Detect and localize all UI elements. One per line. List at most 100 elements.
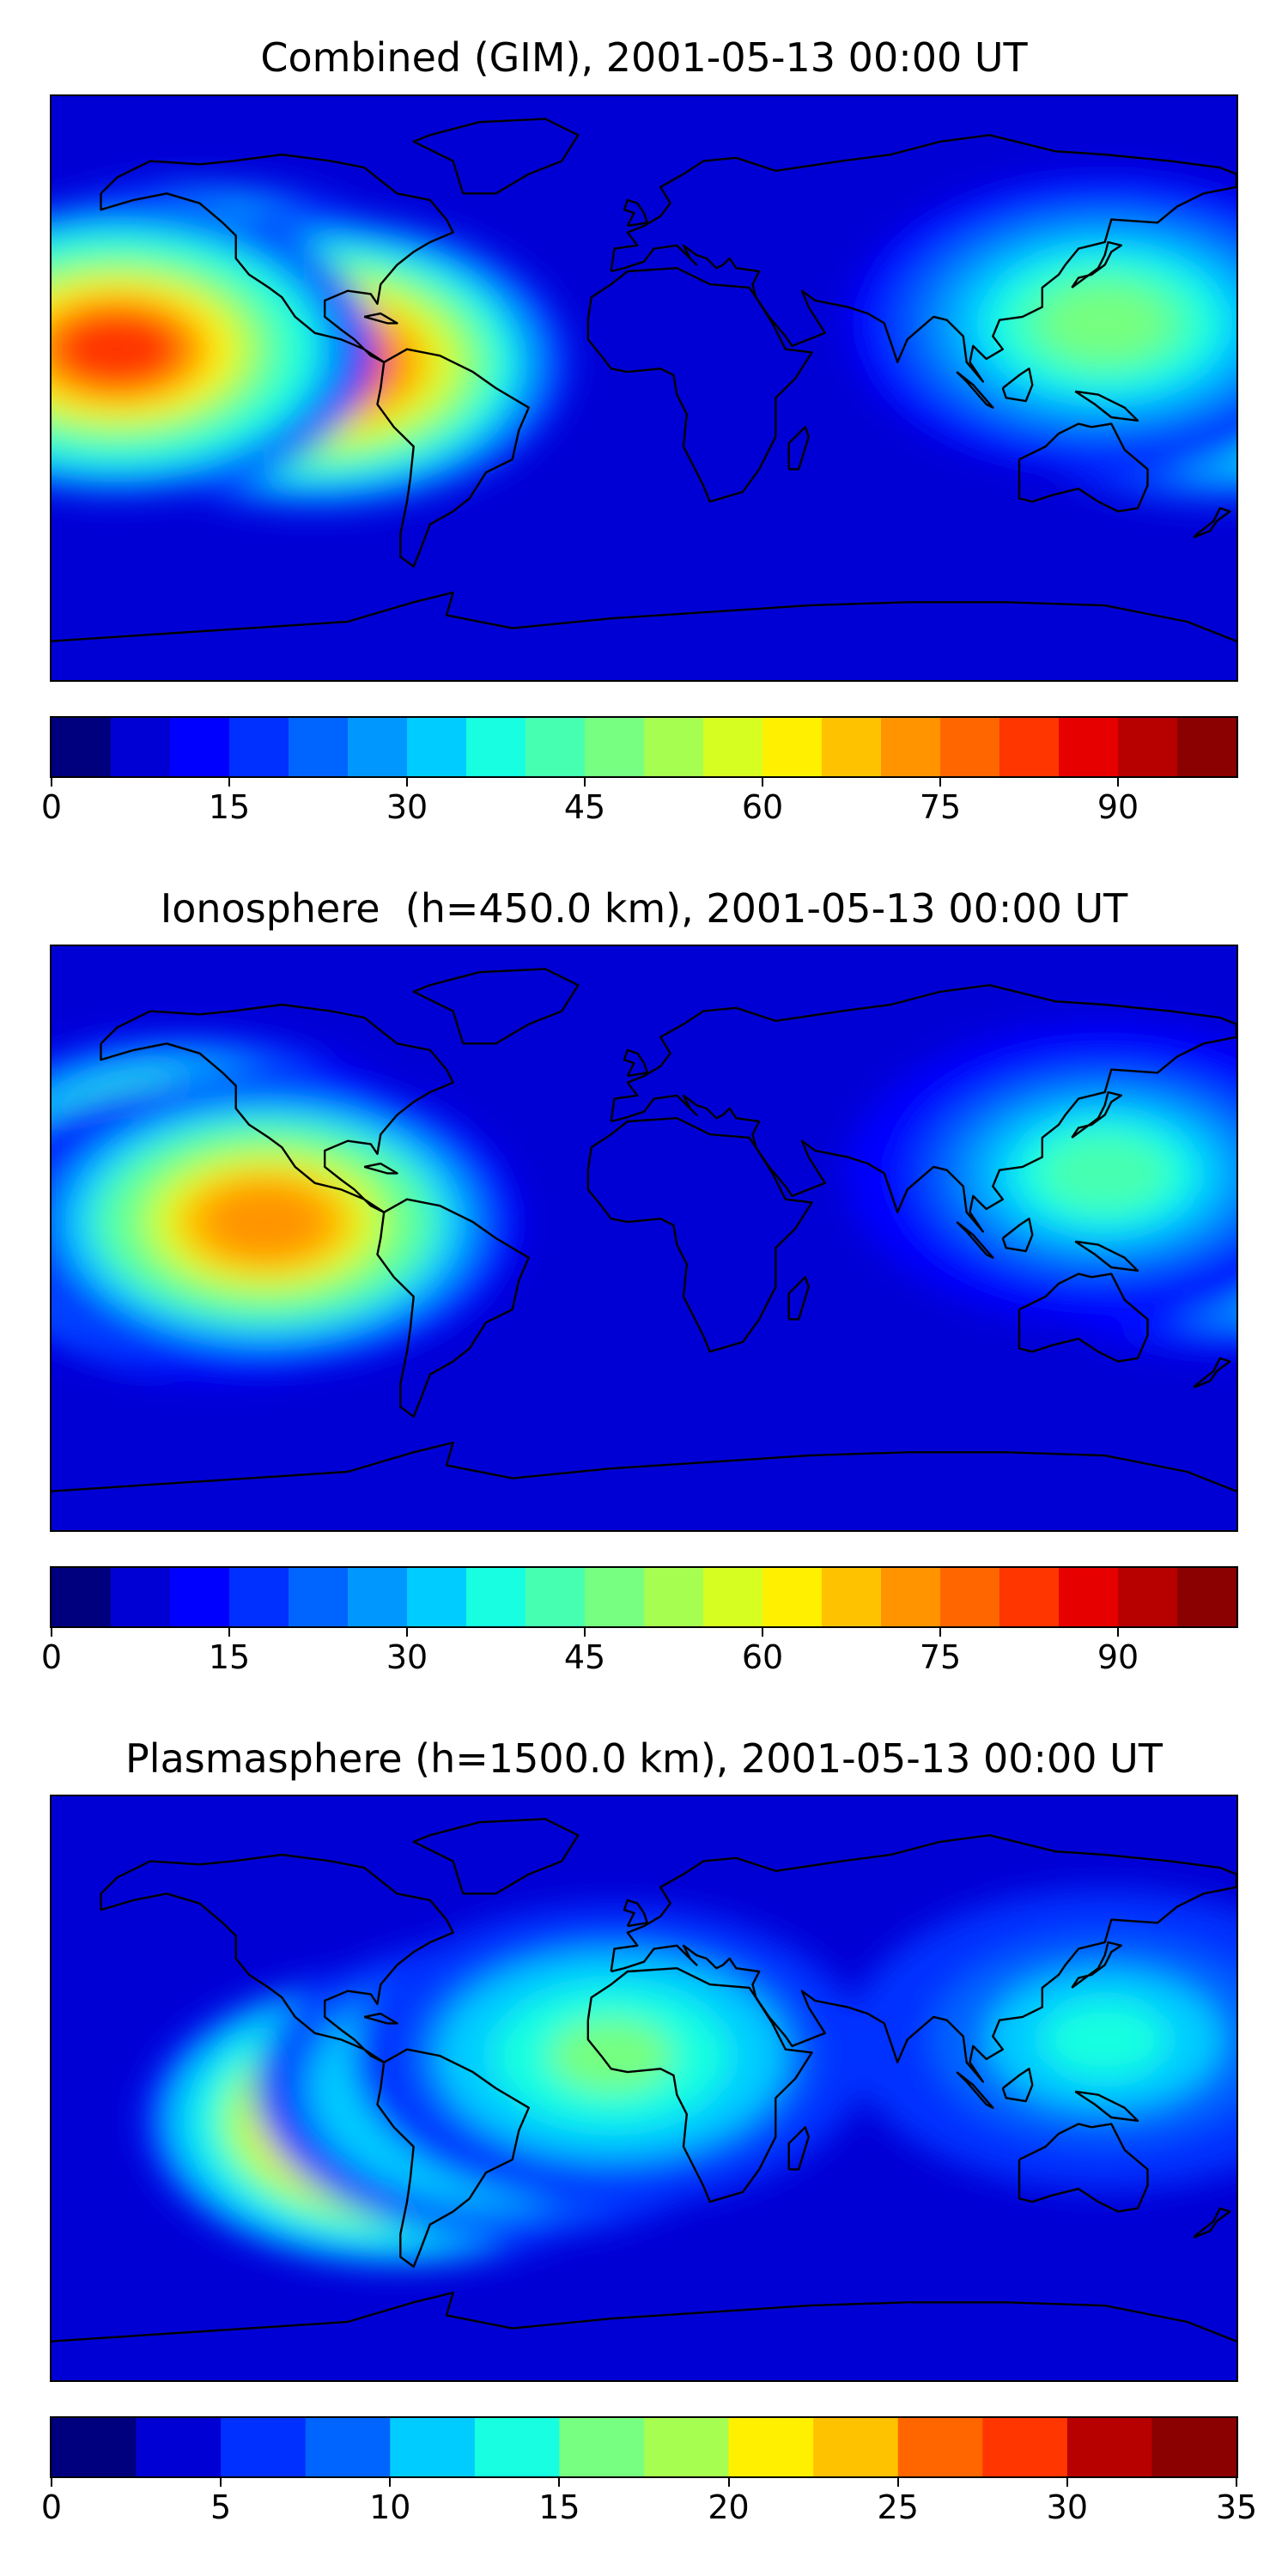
colorbar-segment-4	[390, 2418, 476, 2476]
colorbar-segment-9	[585, 718, 645, 776]
colorbar-segment-6	[407, 718, 467, 776]
colorbar-segment-15	[940, 1568, 1000, 1626]
coastline-9	[787, 1276, 810, 1321]
colorbar-tick-label: 45	[563, 1638, 606, 1676]
colorbar-segment-7	[466, 1568, 526, 1626]
coastline-12	[956, 2071, 994, 2109]
colorbar-tick-label: 30	[386, 788, 428, 826]
colorbar-segment-13	[1151, 2418, 1236, 2476]
colorbar-segment-17	[1059, 718, 1119, 776]
colorbar-tick-label: 15	[208, 788, 251, 826]
colorbar-tick-mark	[762, 778, 763, 787]
coastline-0	[100, 1853, 454, 2063]
coastline-11	[1001, 368, 1034, 403]
coastline-1	[412, 118, 580, 195]
colorbar-segment-5	[348, 718, 408, 776]
coastline-10	[1193, 2207, 1231, 2239]
coastline-14	[363, 2012, 398, 2025]
colorbar-tick-label: 90	[1097, 1638, 1139, 1676]
colorbar-ticks: 0 5 10 15 20 25 30 35	[41, 2478, 1257, 2530]
coastline-1	[412, 968, 580, 1045]
colorbar-segment-11	[982, 2418, 1068, 2476]
coastline-13	[1074, 2090, 1139, 2122]
colorbar-tick-mark	[939, 1628, 941, 1637]
colorbar-segment-8	[526, 1568, 586, 1626]
colorbar-tick-mark	[228, 778, 230, 787]
colorbar-segment-4	[289, 1568, 349, 1626]
colorbar-tick-mark	[389, 2478, 392, 2487]
colorbar-tick-mark	[1117, 1628, 1119, 1637]
colorbar-segment-1	[111, 718, 171, 776]
coastline-13	[1074, 1240, 1139, 1272]
colorbar-svg	[52, 718, 1236, 776]
coastline-0	[100, 153, 454, 363]
colorbar-tick-label: 60	[741, 1638, 784, 1676]
colorbar-tick-label: 0	[40, 788, 63, 826]
coastline-8	[623, 198, 648, 228]
colorbar-segment-9	[813, 2418, 899, 2476]
colorbar-tick-mark	[762, 1628, 763, 1637]
colorbar-tick-mark	[1066, 2478, 1068, 2487]
coastline-14	[363, 1162, 398, 1175]
colorbar-tick-mark	[558, 2478, 561, 2487]
tec-contour-4-7	[1042, 285, 1168, 361]
colorbar-segment-18	[1118, 718, 1178, 776]
colorbar-segment-14	[881, 718, 941, 776]
coastline-6	[52, 591, 1236, 642]
colorbar	[50, 1566, 1238, 1628]
coastline-8	[623, 1048, 648, 1078]
tec-map	[50, 945, 1238, 1532]
tec-contour-4-7	[1042, 1135, 1168, 1212]
tec-map	[50, 94, 1238, 682]
tec-contour-2-7	[55, 311, 180, 387]
colorbar-tick-mark	[1236, 2478, 1237, 2487]
coastlines	[52, 968, 1236, 1492]
colorbar-tick-mark	[51, 2478, 52, 2487]
coastline-7	[1071, 1091, 1122, 1139]
colorbar-segment-12	[1066, 2418, 1153, 2476]
colorbar-segment-7	[466, 718, 526, 776]
coastline-9	[787, 426, 810, 471]
colorbar-tick-mark	[584, 1628, 586, 1637]
coastlines	[52, 118, 1236, 642]
colorbar-tick-label: 25	[877, 2488, 919, 2526]
colorbar-tick-label: 90	[1097, 788, 1139, 826]
colorbar-tick-label: 10	[369, 2488, 411, 2526]
coastline-3	[586, 267, 813, 503]
colorbar-segment-2	[170, 1568, 230, 1626]
coastline-5	[1018, 422, 1149, 513]
colorbar-segment-3	[229, 718, 289, 776]
coastline-7	[1071, 1941, 1122, 1989]
colorbar-tick-mark	[51, 778, 52, 787]
colorbar-tick-mark	[51, 1628, 52, 1637]
coastline-3	[586, 1967, 813, 2203]
coastline-8	[623, 1899, 648, 1928]
colorbar-segment-8	[526, 718, 586, 776]
coastline-6	[52, 1441, 1236, 1492]
colorbar-segment-7	[644, 2418, 730, 2476]
colorbar-segment-10	[644, 1568, 704, 1626]
coastline-10	[1193, 507, 1231, 538]
colorbar-tick-label: 20	[708, 2488, 750, 2526]
colorbar	[50, 716, 1238, 778]
tec-map-svg	[52, 946, 1236, 1530]
colorbar-segment-16	[999, 1568, 1060, 1626]
colorbar-segment-9	[585, 1568, 645, 1626]
tec-contour-2-7	[549, 2018, 674, 2093]
coastline-12	[956, 371, 994, 409]
colorbar-segment-19	[1177, 1568, 1236, 1626]
colorbar-segment-6	[559, 2418, 645, 2476]
colorbar-ticks: 0 15 30 45 60 75 90	[41, 1628, 1236, 1680]
coastlines	[52, 1818, 1236, 2342]
colorbar-segment-3	[229, 1568, 289, 1626]
colorbar-segment-11	[703, 1568, 763, 1626]
colorbar-tick-label: 0	[40, 2488, 63, 2526]
colorbar-segment-5	[474, 2418, 561, 2476]
tec-contour-2-7	[203, 1184, 328, 1260]
colorbar-tick-label: 5	[210, 2488, 232, 2526]
colorbar-tick-label: 60	[741, 788, 784, 826]
coastline-9	[787, 2126, 810, 2171]
colorbar-tick-label: 35	[1215, 2488, 1258, 2526]
colorbar-segment-11	[703, 718, 763, 776]
colorbar-tick-mark	[406, 778, 408, 787]
